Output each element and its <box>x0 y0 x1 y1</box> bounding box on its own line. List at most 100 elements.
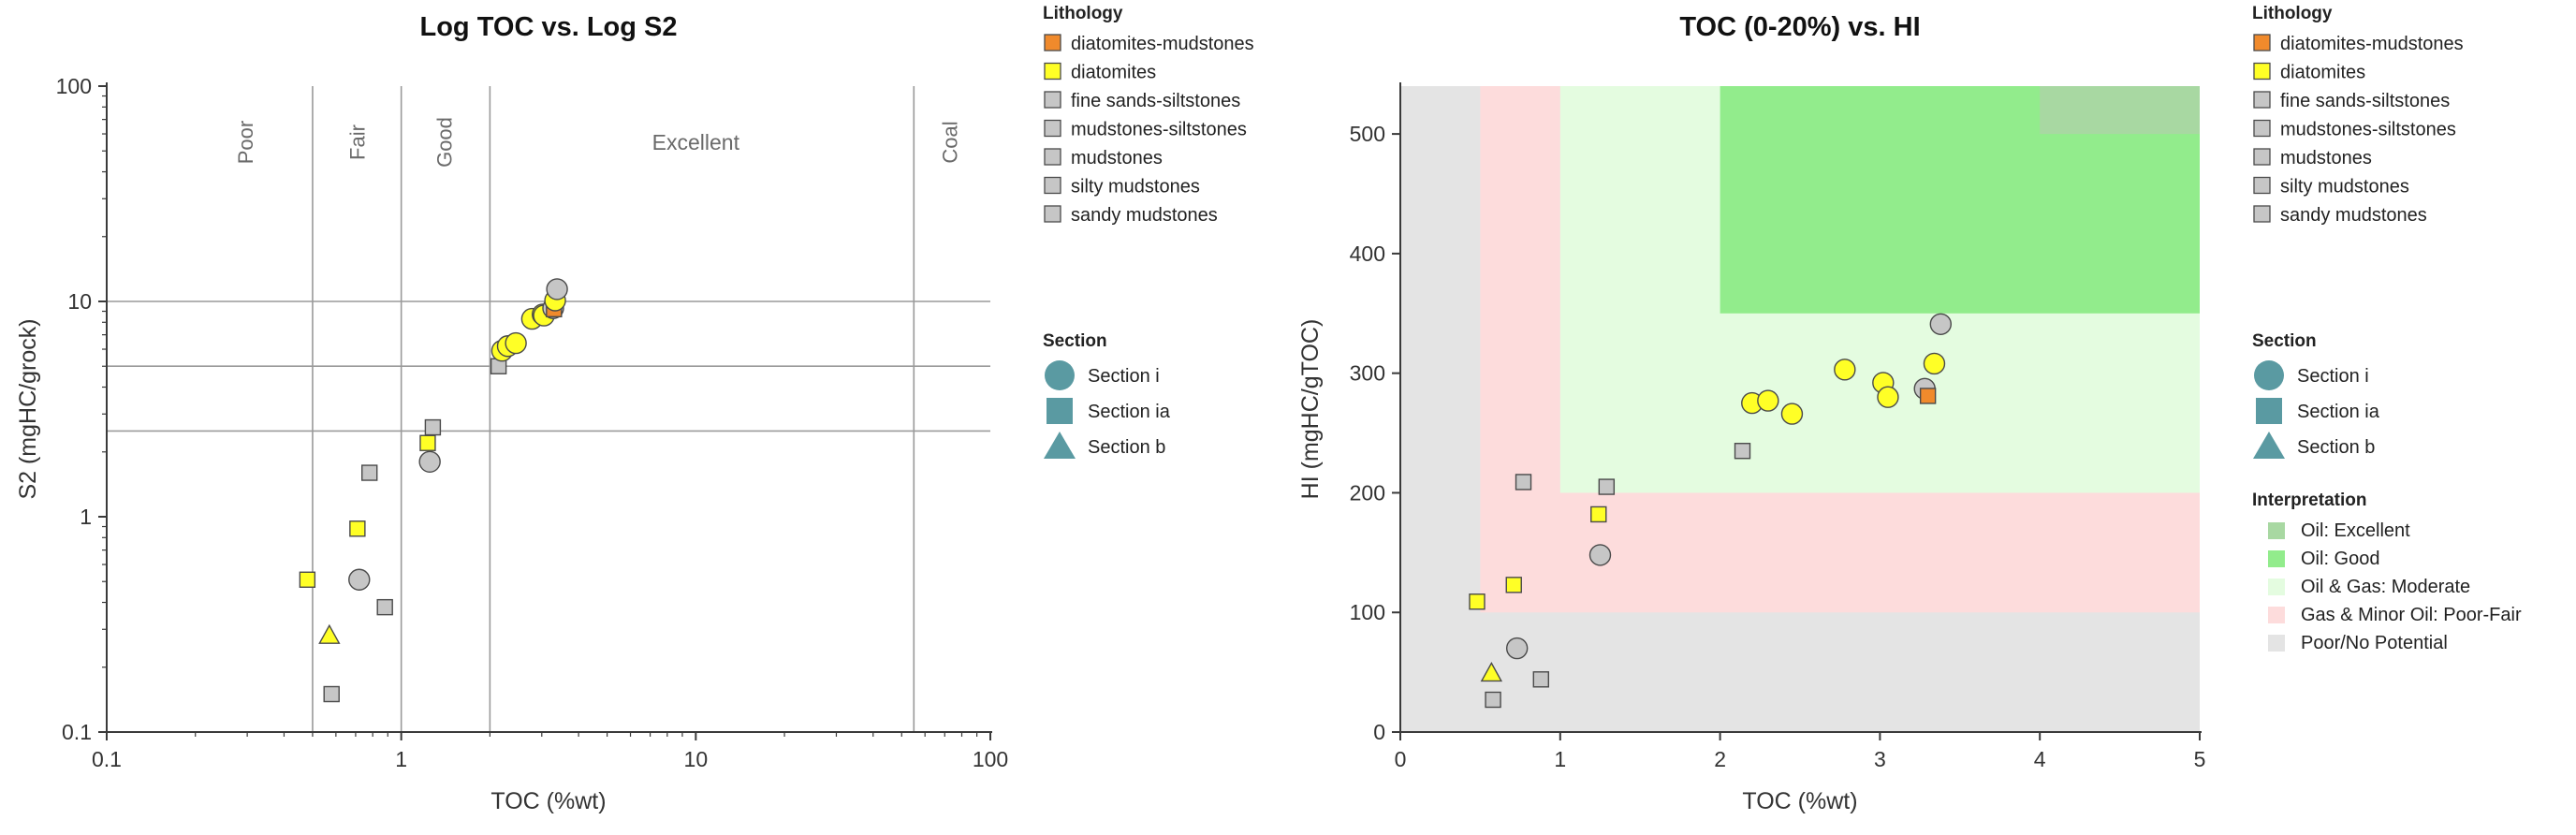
data-point <box>1485 691 1501 709</box>
lithology-legend-label: diatomites <box>2280 63 2365 83</box>
lithology-swatch <box>1044 148 1061 166</box>
lithology-legend-label: sandy mudstones <box>2280 205 2427 226</box>
x-tick-label: 2 <box>1714 747 1726 771</box>
section-legend-label: Section i <box>2297 366 2369 387</box>
y-tick-label: 1 <box>80 505 92 529</box>
data-point <box>418 450 441 473</box>
interpretation-swatch <box>2268 579 2285 595</box>
data-point <box>1505 637 1529 660</box>
interpretation-legend-label: Oil: Excellent <box>2301 520 2410 541</box>
y-tick-label: 100 <box>1350 600 1385 624</box>
interpretation-swatch <box>2268 607 2285 623</box>
section-legend-label: Section ia <box>1088 402 1171 422</box>
lithology-swatch <box>2253 34 2271 51</box>
lithology-legend-label: mudstones-siltstones <box>1071 120 1247 140</box>
y-tick-label: 200 <box>1350 480 1385 505</box>
lithology-legend-label: fine sands-siltstones <box>2280 91 2450 111</box>
data-point <box>1757 389 1779 412</box>
lithology-legend-label: diatomites-mudstones <box>2280 34 2464 54</box>
y-tick-label: 0 <box>1373 720 1385 744</box>
lithology-swatch <box>1044 34 1061 51</box>
lithology-legend-label: silty mudstones <box>1071 177 1200 198</box>
lithology-swatch <box>2253 119 2271 138</box>
section-legend-label: Section ia <box>2297 402 2380 422</box>
y-tick-label: 0.1 <box>62 720 92 744</box>
data-point <box>1734 443 1751 460</box>
lithology-swatch <box>2253 91 2271 109</box>
section-marker-icon <box>1045 360 1075 390</box>
interpretation-swatch <box>2268 635 2285 652</box>
y-tick-label: 500 <box>1350 122 1385 146</box>
section-legend-label: Section i <box>1088 366 1160 387</box>
data-point <box>546 278 568 300</box>
lithology-swatch <box>1044 205 1061 223</box>
data-point <box>1929 313 1953 335</box>
x-tick-label: 1 <box>1554 747 1566 771</box>
data-point <box>1480 661 1503 682</box>
x-axis-label: TOC (%wt) <box>1742 788 1857 814</box>
data-point <box>349 520 366 537</box>
legend: Lithology diatomites-mudstones diatomites f… <box>1043 4 1254 459</box>
x-axis-label: TOC (%wt) <box>490 788 606 814</box>
data-point <box>376 598 393 616</box>
section-legend-title: Section <box>2252 331 2317 351</box>
interpretation-swatch <box>2268 550 2285 567</box>
y-axis-label: HI (mgHC/gTOC) <box>1297 319 1324 500</box>
data-point <box>1877 386 1899 408</box>
y-tick-label: 400 <box>1350 242 1385 266</box>
lithology-swatch <box>2253 148 2271 166</box>
lithology-legend-label: mudstones-siltstones <box>2280 120 2456 140</box>
section-legend-title: Section <box>1043 331 1107 351</box>
lithology-swatch <box>2253 62 2271 81</box>
zone-excellent <box>2040 86 2200 135</box>
data-point <box>1598 478 1616 495</box>
x-tick-label: 4 <box>2034 747 2046 771</box>
chart-title: TOC (0-20%) vs. HI <box>1679 12 1920 42</box>
y-tick-label: 300 <box>1350 361 1385 386</box>
section-legend-label: Section b <box>2297 437 2375 458</box>
lithology-legend-label: silty mudstones <box>2280 177 2409 198</box>
zone-label: Excellent <box>652 130 740 154</box>
lithology-swatch <box>2253 176 2271 195</box>
y-tick-label: 100 <box>56 74 92 98</box>
zone-label: Fair <box>346 125 370 160</box>
data-point <box>299 571 316 588</box>
data-point <box>1923 352 1946 375</box>
lithology-legend-title: Lithology <box>2252 4 2333 23</box>
zone-label: Poor <box>234 121 257 164</box>
lithology-swatch <box>1044 91 1061 109</box>
interpretation-legend-label: Gas & Minor Oil: Poor-Fair <box>2301 605 2522 625</box>
data-point <box>1780 403 1804 425</box>
lithology-legend-label: sandy mudstones <box>1071 205 1218 226</box>
x-tick-label: 0 <box>1395 747 1407 771</box>
chart-2: 0 1 2 3 4 5 0 100 200 300 400 500 TOC (0-20%) vs. HI… <box>1297 12 2205 814</box>
zone-label: Good <box>432 117 456 168</box>
x-tick-label: 3 <box>1874 747 1886 771</box>
data-point <box>1532 671 1550 688</box>
data-point <box>419 434 436 451</box>
data-point <box>1515 474 1532 491</box>
section-marker-icon <box>2254 360 2284 390</box>
y-tick-label: 10 <box>67 289 92 314</box>
interpretation-legend-label: Oil: Good <box>2301 549 2379 569</box>
data-point <box>323 685 340 703</box>
data-point <box>1505 577 1522 593</box>
interpretation-swatch <box>2268 522 2285 539</box>
data-point <box>348 568 371 591</box>
data-point <box>1919 388 1937 404</box>
chart-1: Poor Fair Good Excellent Coal 0.1 1 10 100 0.1 1 10… <box>15 12 1008 814</box>
lithology-swatch <box>1044 119 1061 138</box>
lithology-swatch <box>1044 62 1061 81</box>
zone-label: Coal <box>939 121 962 163</box>
data-point <box>505 331 527 355</box>
lithology-legend-label: mudstones <box>2280 148 2372 168</box>
lithology-swatch <box>1044 176 1061 195</box>
data-point <box>1590 505 1607 523</box>
data-point <box>318 623 341 644</box>
x-tick-label: 100 <box>973 747 1008 771</box>
data-point <box>424 418 442 436</box>
interpretation-legend-label: Poor/No Potential <box>2301 633 2448 653</box>
lithology-swatch <box>2253 205 2271 223</box>
